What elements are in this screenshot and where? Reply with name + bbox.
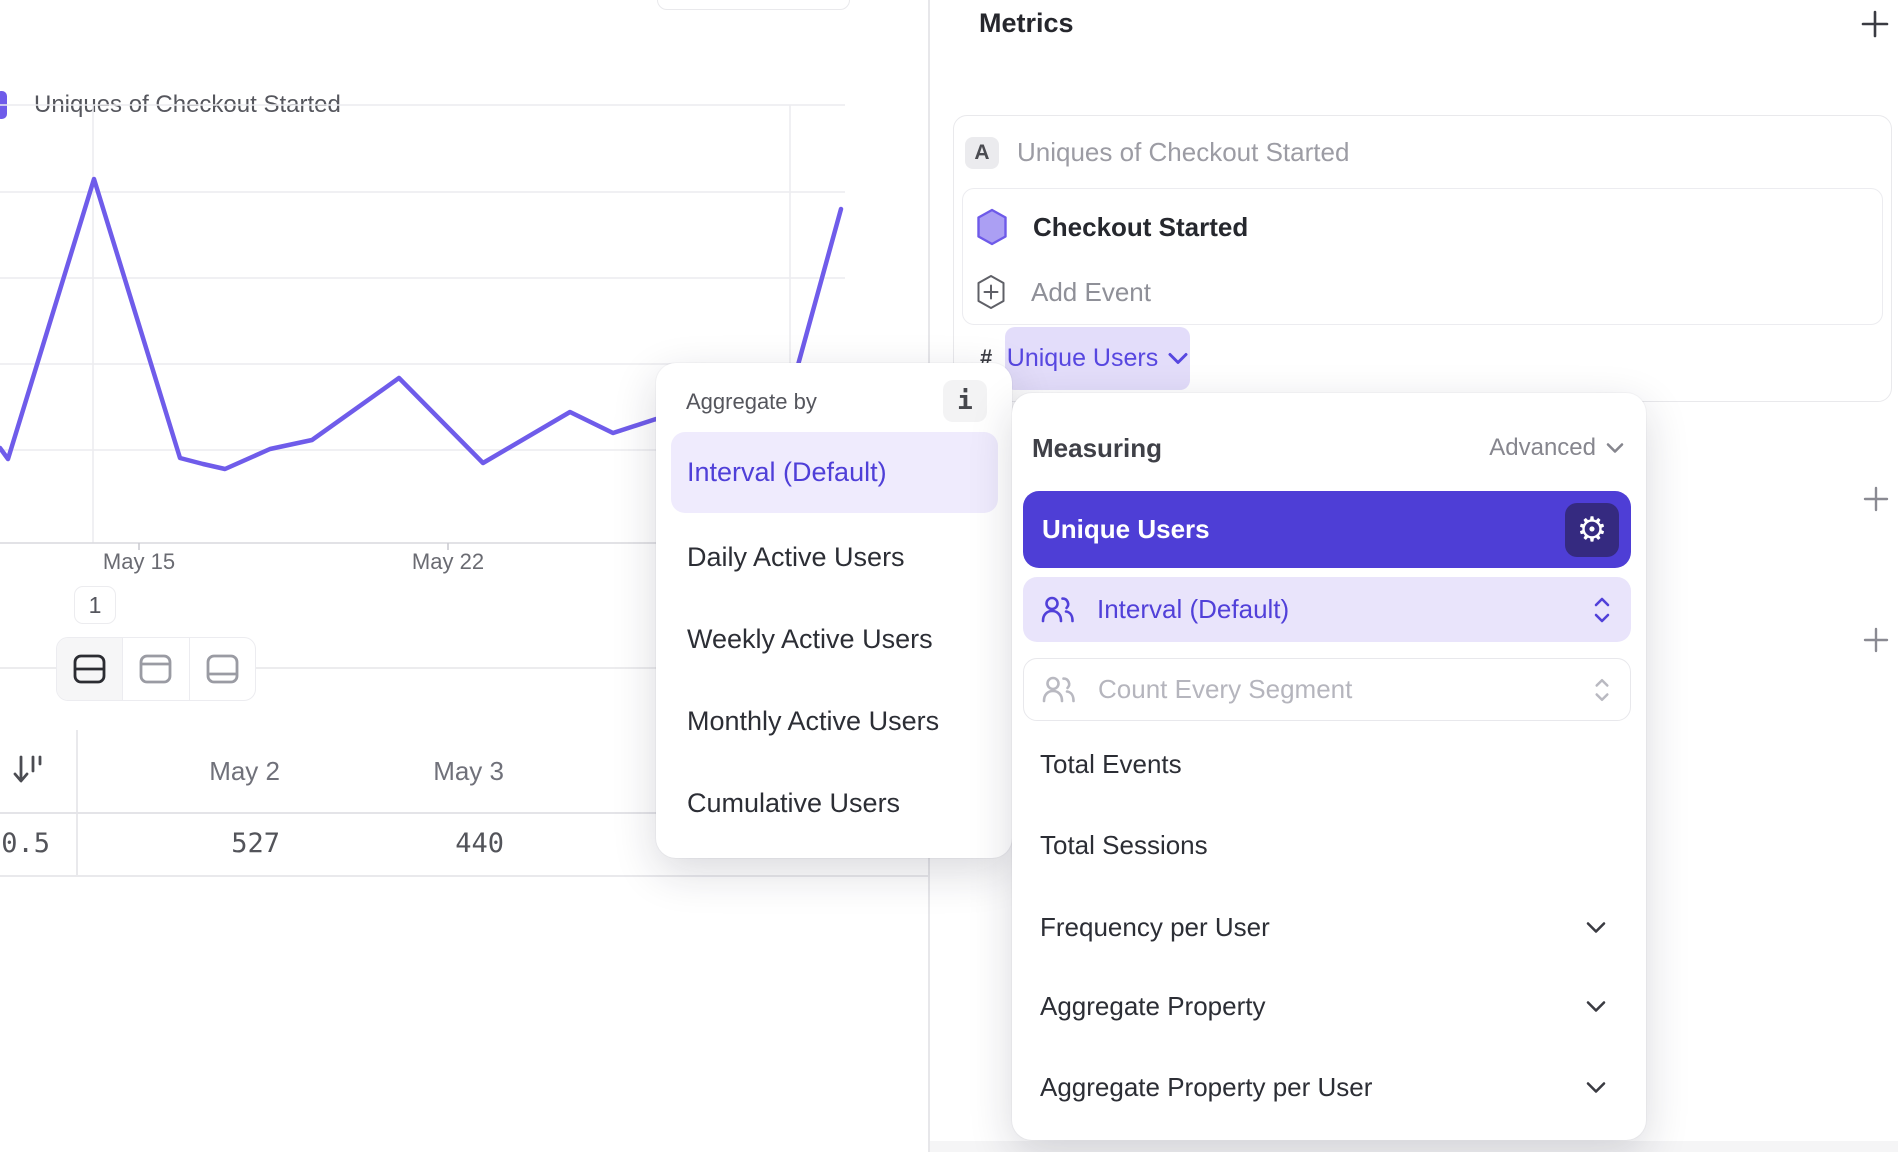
table-row-label-partial: 0.5 <box>1 828 50 859</box>
menu-item-daily-active-users[interactable]: Daily Active Users <box>687 542 905 572</box>
split-view-button[interactable] <box>57 638 123 700</box>
event-card <box>962 188 1883 325</box>
measuring-header: Measuring Advanced <box>1032 431 1624 465</box>
add-metric-button[interactable] <box>1860 9 1890 39</box>
split-view-icon <box>73 654 106 684</box>
event-name: Checkout Started <box>1033 211 1249 242</box>
measuring-title: Measuring <box>1032 432 1163 463</box>
table-column-divider <box>76 730 78 875</box>
users-icon <box>1040 595 1075 624</box>
selected-option-unique-users[interactable]: Unique Users ⚙ <box>1023 491 1631 568</box>
up-down-chevrons-icon <box>1593 596 1611 624</box>
info-icon[interactable]: i <box>943 380 987 422</box>
users-icon-gray <box>1041 675 1076 704</box>
bottom-edge-strip <box>930 1141 1898 1152</box>
menu-item-frequency-per-user[interactable]: Frequency per User <box>1040 907 1606 947</box>
table-header-may2[interactable]: May 2 <box>209 755 280 786</box>
x-axis-label-may15: May 15 <box>102 549 176 574</box>
count-every-segment-selector[interactable]: Count Every Segment <box>1023 658 1631 721</box>
interval-count-badge[interactable]: 1 <box>74 586 116 624</box>
menu-item-total-events[interactable]: Total Events <box>1040 748 1182 779</box>
chevron-down-icon <box>1606 442 1624 454</box>
layout-view-toggle[interactable] <box>56 637 256 701</box>
event-hexagon-icon <box>976 208 1008 246</box>
x-axis-label-may22: May 22 <box>411 549 485 574</box>
table-header-divider <box>0 812 928 814</box>
table-header-may3[interactable]: May 3 <box>433 755 504 786</box>
add-event-button[interactable]: Add Event <box>976 272 1151 312</box>
add-row-button[interactable] <box>1862 485 1890 513</box>
aggregate-by-title: Aggregate by <box>686 389 817 414</box>
gear-icon: ⚙ <box>1576 510 1608 549</box>
add-event-hexagon-plus-icon <box>976 274 1006 310</box>
menu-item-weekly-active-users[interactable]: Weekly Active Users <box>687 624 933 654</box>
menu-item-aggregate-property[interactable]: Aggregate Property <box>1040 986 1606 1026</box>
metric-name-placeholder[interactable]: Uniques of Checkout Started <box>1017 137 1350 167</box>
metric-letter-badge: A <box>965 136 999 169</box>
chevron-down-icon <box>1586 1081 1606 1094</box>
interval-default-selector[interactable]: Interval (Default) <box>1023 577 1631 642</box>
menu-item-interval-default[interactable]: Interval (Default) <box>671 432 998 513</box>
up-down-chevrons-icon <box>1594 677 1610 703</box>
menu-item-cumulative-users[interactable]: Cumulative Users <box>687 788 901 818</box>
table-cell-may2: 527 <box>231 828 280 859</box>
add-row-button-2[interactable] <box>1862 626 1890 654</box>
measured-as-chip[interactable]: Unique Users <box>1005 327 1190 390</box>
aggregate-by-popover: Aggregate by i Interval (Default) Daily … <box>656 363 1012 858</box>
chevron-down-icon <box>1586 1000 1606 1013</box>
event-row-checkout-started[interactable]: Checkout Started <box>976 206 1248 248</box>
chevron-down-icon <box>1586 921 1606 934</box>
metrics-section-title: Metrics <box>979 8 1074 38</box>
measuring-popover: Measuring Advanced Unique Users ⚙ Interv… <box>1012 393 1646 1140</box>
add-event-label: Add Event <box>1031 276 1151 307</box>
chart-view-icon <box>139 654 172 684</box>
menu-item-aggregate-property-per-user[interactable]: Aggregate Property per User <box>1040 1067 1606 1107</box>
chart-view-button[interactable] <box>122 638 188 700</box>
table-row-divider <box>0 875 928 877</box>
advanced-mode-toggle[interactable]: Advanced <box>1489 434 1624 462</box>
chevron-down-icon <box>1168 352 1188 365</box>
settings-button[interactable]: ⚙ <box>1565 502 1619 557</box>
table-view-button[interactable] <box>188 638 255 700</box>
table-view-icon <box>206 654 239 684</box>
table-cell-may3: 440 <box>455 828 504 859</box>
menu-item-monthly-active-users[interactable]: Monthly Active Users <box>687 706 940 736</box>
sort-rows-icon[interactable] <box>13 752 43 788</box>
metric-card-header[interactable]: A Uniques of Checkout Started <box>965 136 1349 169</box>
plus-icon <box>1860 9 1890 39</box>
menu-item-total-sessions[interactable]: Total Sessions <box>1040 829 1208 860</box>
chart-table-divider <box>0 667 928 669</box>
